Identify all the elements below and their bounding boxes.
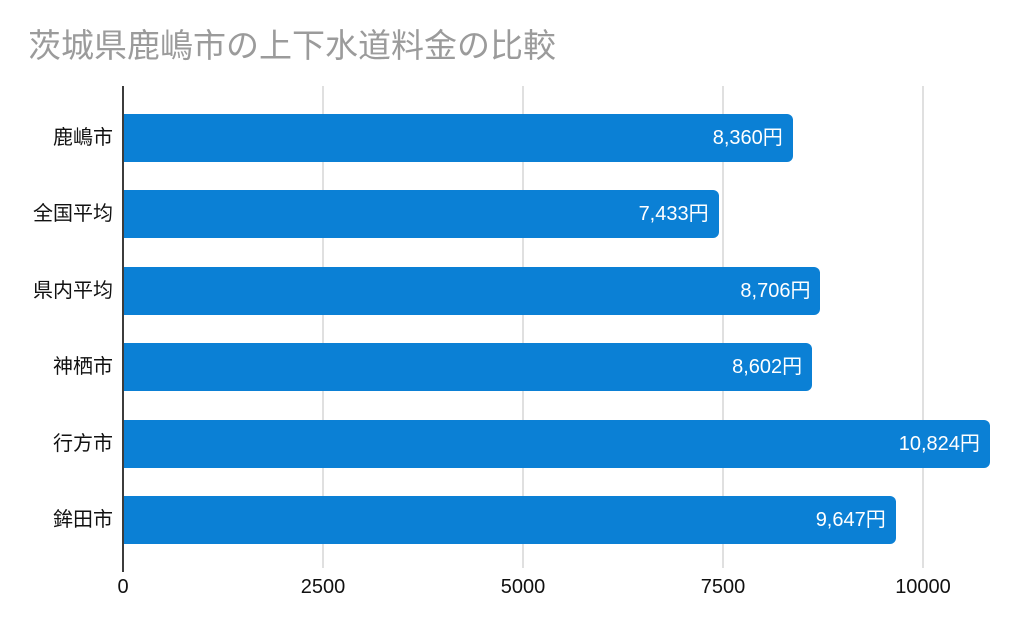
category-label-行方市: 行方市 bbox=[53, 432, 113, 455]
x-tick-label-7500: 7500 bbox=[700, 576, 746, 598]
gridline-5000 bbox=[522, 86, 524, 568]
value-label-鹿嶋市: 8,360円 bbox=[712, 127, 783, 149]
value-label-神栖市: 8,602円 bbox=[732, 356, 803, 379]
value-label-全国平均: 7,433円 bbox=[638, 203, 709, 226]
x-tick-label-5000: 5000 bbox=[500, 576, 546, 598]
x-tick-label-10000: 10000 bbox=[895, 576, 951, 598]
bar-全国平均: 7,433円 bbox=[124, 190, 719, 239]
gridline-2500 bbox=[322, 86, 324, 568]
value-label-行方市: 10,824円 bbox=[898, 432, 980, 455]
bar-行方市: 10,824円 bbox=[124, 419, 990, 468]
plot-area: 0 2500 5000 7500 10000 8,360円 鹿嶋市 7,433円 全国平均 8,7… bbox=[33, 86, 1003, 598]
category-label-全国平均: 全国平均 bbox=[33, 203, 113, 226]
x-tick-label-0: 0 bbox=[117, 576, 129, 598]
gridline-10000 bbox=[922, 86, 924, 568]
category-label-鹿嶋市: 鹿嶋市 bbox=[53, 127, 113, 149]
value-label-鉾田市: 9,647円 bbox=[815, 509, 886, 531]
bar-神栖市: 8,602円 bbox=[124, 343, 813, 392]
bar-鉾田市: 9,647円 bbox=[124, 496, 896, 544]
gridline-7500 bbox=[722, 86, 724, 568]
chart-title: 茨城県鹿嶋市の上下水道料金の比較 bbox=[28, 27, 556, 64]
bar-県内平均: 8,706円 bbox=[124, 266, 821, 315]
category-label-神栖市: 神栖市 bbox=[53, 356, 113, 379]
x-tick-label-2500: 2500 bbox=[300, 576, 346, 598]
bar-鹿嶋市: 8,360円 bbox=[124, 114, 793, 162]
y-axis-line bbox=[122, 86, 124, 572]
category-label-鉾田市: 鉾田市 bbox=[53, 509, 113, 531]
category-label-県内平均: 県内平均 bbox=[33, 279, 113, 302]
value-label-県内平均: 8,706円 bbox=[740, 279, 811, 302]
